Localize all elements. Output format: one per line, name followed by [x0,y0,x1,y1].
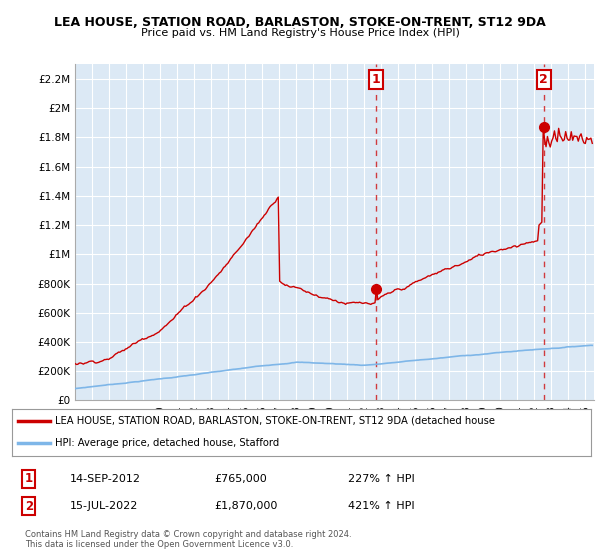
Text: HPI: Average price, detached house, Stafford: HPI: Average price, detached house, Staf… [55,438,280,448]
Text: Price paid vs. HM Land Registry's House Price Index (HPI): Price paid vs. HM Land Registry's House … [140,28,460,38]
Text: LEA HOUSE, STATION ROAD, BARLASTON, STOKE-ON-TRENT, ST12 9DA: LEA HOUSE, STATION ROAD, BARLASTON, STOK… [54,16,546,29]
Text: 227% ↑ HPI: 227% ↑ HPI [348,474,415,484]
Text: 14-SEP-2012: 14-SEP-2012 [70,474,141,484]
Text: 421% ↑ HPI: 421% ↑ HPI [348,501,415,511]
Text: 2: 2 [25,500,33,513]
Text: £1,870,000: £1,870,000 [215,501,278,511]
Text: 15-JUL-2022: 15-JUL-2022 [70,501,138,511]
Text: £765,000: £765,000 [215,474,268,484]
Text: 1: 1 [25,472,33,486]
Text: 2: 2 [539,73,548,86]
Text: LEA HOUSE, STATION ROAD, BARLASTON, STOKE-ON-TRENT, ST12 9DA (detached house: LEA HOUSE, STATION ROAD, BARLASTON, STOK… [55,416,496,426]
Text: Contains HM Land Registry data © Crown copyright and database right 2024.
This d: Contains HM Land Registry data © Crown c… [25,530,352,549]
Text: 1: 1 [372,73,381,86]
